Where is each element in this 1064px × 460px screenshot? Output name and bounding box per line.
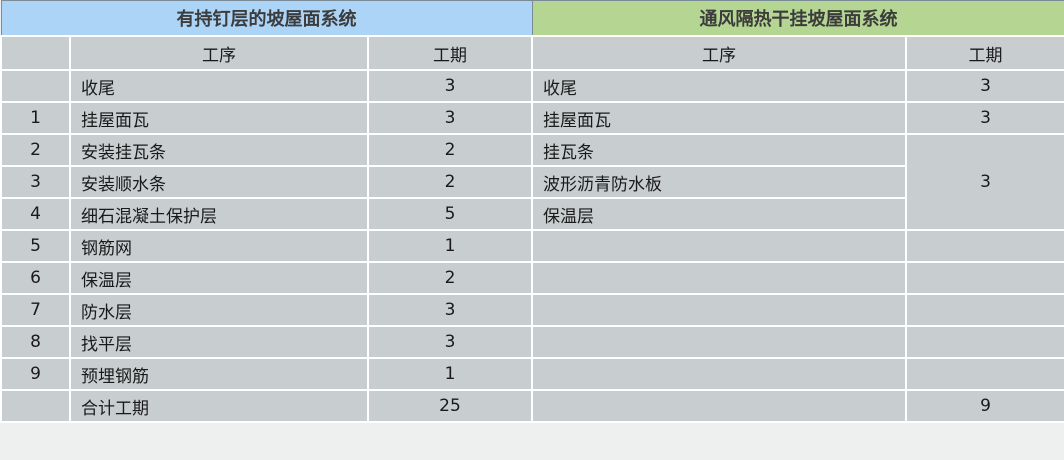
left-process: 找平层 — [69, 325, 369, 359]
table-row: 9 预埋钢筋 1 — [0, 357, 1064, 391]
row-index: 4 — [0, 197, 71, 231]
right-process: 收尾 — [531, 69, 907, 103]
row-index: 2 — [0, 133, 71, 167]
left-process: 钢筋网 — [69, 229, 369, 263]
table-row: 3 安装顺水条 2 波形沥青防水板 — [0, 165, 1064, 199]
table-row: 收尾 3 收尾 3 — [0, 69, 1064, 103]
left-duration: 2 — [367, 165, 533, 199]
column-header-row: 工序 工期 工序 工期 — [0, 35, 1064, 71]
right-duration — [905, 261, 1064, 295]
left-process: 防水层 — [69, 293, 369, 327]
left-duration: 1 — [367, 229, 533, 263]
right-process: 保温层 — [531, 197, 907, 231]
left-process: 预埋钢筋 — [69, 357, 369, 391]
left-process-header: 工序 — [69, 35, 369, 71]
right-duration: 3 — [905, 101, 1064, 135]
table-row: 2 安装挂瓦条 2 挂瓦条 3 — [0, 133, 1064, 231]
left-duration: 2 — [367, 261, 533, 295]
right-duration-header: 工期 — [905, 35, 1064, 71]
right-duration — [905, 293, 1064, 327]
right-process — [531, 325, 907, 359]
right-process: 挂屋面瓦 — [531, 101, 907, 135]
left-duration: 5 — [367, 197, 533, 231]
right-duration: 3 — [905, 69, 1064, 103]
table-row: 8 找平层 3 — [0, 325, 1064, 359]
left-process: 合计工期 — [69, 389, 369, 423]
left-process: 细石混凝土保护层 — [69, 197, 369, 231]
right-duration — [905, 325, 1064, 359]
left-process: 收尾 — [69, 69, 369, 103]
right-process: 挂瓦条 — [531, 133, 907, 167]
right-process-header: 工序 — [531, 35, 907, 71]
left-process: 保温层 — [69, 261, 369, 295]
row-index — [0, 389, 71, 423]
table-row: 6 保温层 2 — [0, 261, 1064, 295]
row-index: 8 — [0, 325, 71, 359]
left-duration: 3 — [367, 69, 533, 103]
left-process: 挂屋面瓦 — [69, 101, 369, 135]
right-process: 波形沥青防水板 — [531, 165, 907, 199]
left-duration: 1 — [367, 357, 533, 391]
right-process — [531, 357, 907, 391]
left-duration: 3 — [367, 293, 533, 327]
right-duration: 9 — [905, 389, 1064, 423]
row-index: 3 — [0, 165, 71, 199]
table-row: 7 防水层 3 — [0, 293, 1064, 327]
right-system-title: 通风隔热干挂坡屋面系统 — [531, 0, 1064, 37]
right-process — [531, 229, 907, 263]
row-index: 5 — [0, 229, 71, 263]
right-process — [531, 293, 907, 327]
table-row: 4 细石混凝土保护层 5 保温层 — [0, 197, 1064, 231]
index-header — [0, 35, 71, 71]
row-index: 9 — [0, 357, 71, 391]
right-process — [531, 389, 907, 423]
left-duration: 3 — [367, 325, 533, 359]
table-row: 5 钢筋网 1 — [0, 229, 1064, 263]
left-duration: 3 — [367, 101, 533, 135]
table-row: 合计工期 25 9 — [0, 389, 1064, 423]
row-index — [0, 69, 71, 103]
duration-comparison-table: 有持钉层的坡屋面系统 通风隔热干挂坡屋面系统 工序 工期 工序 工期 收尾 3 收尾… — [0, 0, 1064, 423]
table-row: 1 挂屋面瓦 3 挂屋面瓦 3 — [0, 101, 1064, 135]
system-header-row: 有持钉层的坡屋面系统 通风隔热干挂坡屋面系统 — [0, 0, 1064, 37]
left-duration-header: 工期 — [367, 35, 533, 71]
left-duration: 25 — [367, 389, 533, 423]
left-system-title: 有持钉层的坡屋面系统 — [0, 0, 533, 37]
row-index: 1 — [0, 101, 71, 135]
left-process: 安装顺水条 — [69, 165, 369, 199]
right-process — [531, 261, 907, 295]
left-duration: 2 — [367, 133, 533, 167]
right-duration — [905, 229, 1064, 263]
row-index: 7 — [0, 293, 71, 327]
right-duration — [905, 357, 1064, 391]
left-process: 安装挂瓦条 — [69, 133, 369, 167]
row-index: 6 — [0, 261, 71, 295]
right-duration: 3 — [905, 133, 1064, 231]
